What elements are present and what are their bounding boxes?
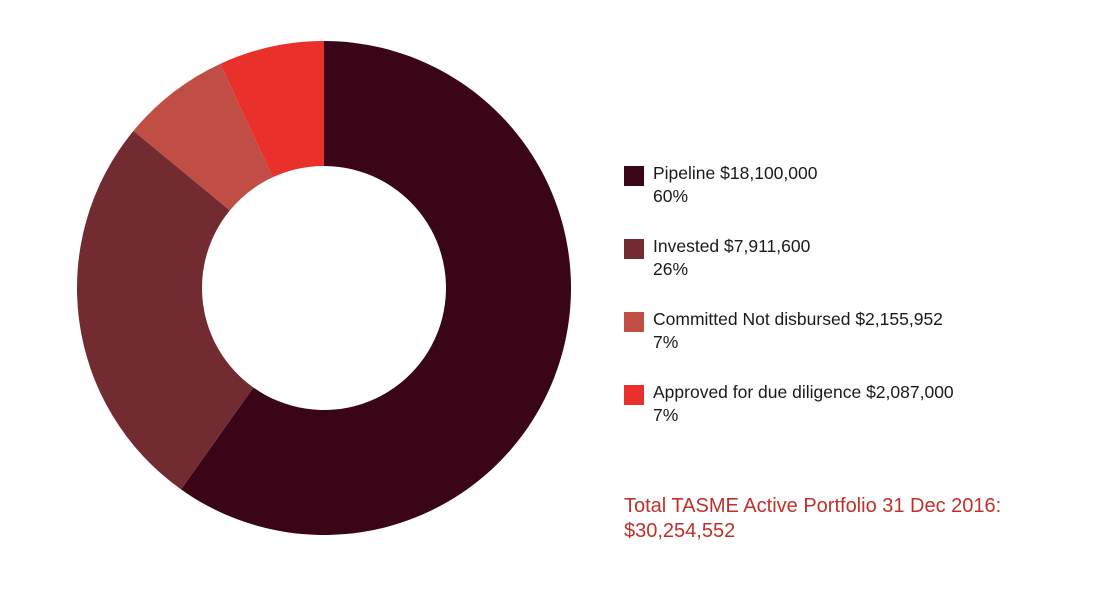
portfolio-total-value: $30,254,552 (624, 520, 736, 542)
donut-slice-pipeline (181, 41, 571, 535)
chart-legend: Pipeline $18,100,000 60% Invested $7,911… (624, 162, 1094, 454)
legend-percent-pipeline: 60% (653, 186, 689, 206)
legend-item-committed: Committed Not disbursed $2,155,952 7% (624, 308, 1094, 381)
legend-swatch-approved (624, 385, 644, 405)
portfolio-total: Total TASME Active Portfolio 31 Dec 2016… (624, 494, 1001, 544)
donut-slice-committed (133, 63, 273, 211)
legend-percent-invested: 26% (653, 259, 689, 279)
legend-label-invested: Invested $7,911,600 (653, 236, 811, 256)
legend-label-pipeline: Pipeline $18,100,000 (653, 163, 818, 183)
legend-item-approved: Approved for due diligence $2,087,000 7% (624, 381, 1094, 454)
legend-swatch-pipeline (624, 166, 644, 186)
legend-label-approved: Approved for due diligence $2,087,000 (653, 382, 954, 402)
portfolio-total-title: Total TASME Active Portfolio 31 Dec 2016… (624, 495, 1002, 517)
legend-item-invested: Invested $7,911,600 26% (624, 235, 1094, 308)
legend-swatch-committed (624, 312, 644, 332)
donut-slice-invested (77, 130, 254, 490)
donut-slice-approved (220, 41, 324, 178)
legend-swatch-invested (624, 239, 644, 259)
legend-percent-committed: 7% (653, 332, 679, 352)
donut-chart (77, 41, 571, 535)
legend-percent-approved: 7% (653, 405, 679, 425)
legend-item-pipeline: Pipeline $18,100,000 60% (624, 162, 1094, 235)
legend-label-committed: Committed Not disbursed $2,155,952 (653, 309, 943, 329)
